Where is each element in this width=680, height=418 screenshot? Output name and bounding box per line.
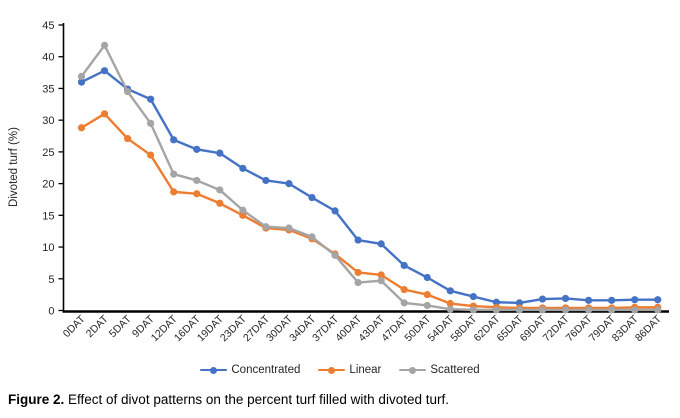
data-marker-concentrated xyxy=(262,176,270,185)
y-axis-tick-label: 20 xyxy=(42,179,54,191)
data-marker-scattered xyxy=(285,224,293,232)
data-marker-scattered xyxy=(400,299,408,307)
data-marker-concentrated xyxy=(561,294,570,303)
data-marker-concentrated xyxy=(423,273,431,282)
legend-label-concentrated: Concentrated xyxy=(231,364,301,376)
y-axis-tick-label: 35 xyxy=(42,83,54,95)
data-marker-scattered xyxy=(446,305,454,313)
data-marker-concentrated xyxy=(469,292,477,301)
x-axis-tick-label: 5DAT xyxy=(107,313,134,340)
data-marker-linear xyxy=(239,211,247,219)
data-marker-scattered xyxy=(515,306,524,314)
data-marker-concentrated xyxy=(354,236,362,244)
data-marker-concentrated xyxy=(77,78,86,86)
data-marker-scattered xyxy=(193,176,201,185)
data-marker-linear xyxy=(100,110,109,118)
legend-item-scattered: Scattered xyxy=(399,364,480,376)
concentrated-series-swatch-icon xyxy=(200,366,228,374)
data-marker-scattered xyxy=(77,72,86,80)
y-axis-tick-label: 40 xyxy=(42,52,54,64)
data-marker-linear xyxy=(423,291,431,299)
linear-series-swatch-icon xyxy=(318,366,346,374)
x-axis-tick-label: 2DAT xyxy=(84,313,111,340)
data-marker-linear xyxy=(354,268,362,277)
data-marker-scattered xyxy=(216,186,224,194)
data-marker-scattered xyxy=(492,306,500,314)
data-marker-scattered xyxy=(631,306,639,314)
data-marker-scattered xyxy=(608,306,616,314)
y-axis-title: Divoted turf (%) xyxy=(8,127,20,207)
data-marker-scattered xyxy=(262,223,270,231)
data-marker-concentrated xyxy=(239,164,247,172)
data-marker-linear xyxy=(446,299,454,308)
legend-item-concentrated: Concentrated xyxy=(200,364,300,376)
data-marker-scattered xyxy=(377,277,385,285)
data-marker-linear xyxy=(170,188,178,196)
data-marker-scattered xyxy=(100,41,109,49)
data-marker-scattered xyxy=(354,278,362,287)
data-marker-concentrated xyxy=(608,296,616,304)
y-axis-tick-label: 0 xyxy=(48,306,54,318)
data-marker-linear xyxy=(124,134,132,143)
data-marker-concentrated xyxy=(147,95,155,103)
data-marker-scattered xyxy=(170,170,178,178)
series-line-linear xyxy=(80,112,659,310)
data-marker-concentrated xyxy=(170,136,178,144)
data-marker-scattered xyxy=(585,306,593,314)
data-marker-linear xyxy=(193,190,201,198)
data-marker-scattered xyxy=(561,306,570,314)
series-line-scattered xyxy=(80,44,659,312)
y-axis-tick-label: 10 xyxy=(42,242,54,254)
data-marker-concentrated xyxy=(193,145,201,153)
y-axis-tick-label: 15 xyxy=(42,210,54,222)
data-marker-scattered xyxy=(654,306,662,314)
legend-item-linear: Linear xyxy=(318,364,381,376)
y-axis-tick-label: 5 xyxy=(48,274,54,286)
legend-label-linear: Linear xyxy=(349,364,382,376)
data-marker-scattered xyxy=(239,206,247,214)
figure-caption-label: Figure 2. xyxy=(8,392,65,407)
data-marker-concentrated xyxy=(446,287,454,295)
data-marker-concentrated xyxy=(308,193,316,202)
data-marker-concentrated xyxy=(331,207,339,215)
x-axis-tick-label: 0DAT xyxy=(61,313,88,340)
line-chart: 0510152025303540450DAT2DAT5DAT9DAT12DAT1… xyxy=(8,20,669,344)
data-marker-scattered xyxy=(331,251,339,259)
data-marker-scattered xyxy=(423,301,431,310)
data-marker-concentrated xyxy=(492,298,500,306)
scattered-series-swatch-icon xyxy=(399,366,427,374)
x-axis-tick-label: 86DAT xyxy=(633,313,664,344)
data-marker-concentrated xyxy=(585,296,593,304)
data-marker-concentrated xyxy=(538,295,547,303)
data-marker-concentrated xyxy=(400,261,408,270)
data-marker-scattered xyxy=(308,233,316,241)
series-line-concentrated xyxy=(80,69,659,305)
data-marker-concentrated xyxy=(377,240,385,248)
data-marker-concentrated xyxy=(515,299,524,307)
legend-label-scattered: Scattered xyxy=(430,364,480,376)
y-axis-tick-label: 30 xyxy=(42,115,54,127)
data-marker-linear xyxy=(377,271,385,279)
chart-legend: Concentrated Linear Scattered xyxy=(0,364,680,376)
data-marker-scattered xyxy=(124,88,132,96)
data-marker-linear xyxy=(400,285,408,294)
y-axis-tick-label: 25 xyxy=(42,147,54,159)
data-marker-linear xyxy=(77,124,86,132)
data-marker-scattered xyxy=(147,119,155,127)
data-marker-concentrated xyxy=(285,180,293,188)
figure-caption-text: Effect of divot patterns on the percent … xyxy=(64,392,449,407)
data-marker-scattered xyxy=(538,306,547,314)
data-marker-scattered xyxy=(469,306,477,314)
data-marker-concentrated xyxy=(100,67,109,75)
data-marker-concentrated xyxy=(216,149,224,157)
data-marker-linear xyxy=(147,151,155,159)
figure-caption: Figure 2. Effect of divot patterns on th… xyxy=(8,391,672,408)
y-axis-tick-label: 45 xyxy=(42,20,54,32)
data-marker-concentrated xyxy=(631,296,639,304)
data-marker-linear xyxy=(216,199,224,207)
data-marker-concentrated xyxy=(654,296,662,304)
